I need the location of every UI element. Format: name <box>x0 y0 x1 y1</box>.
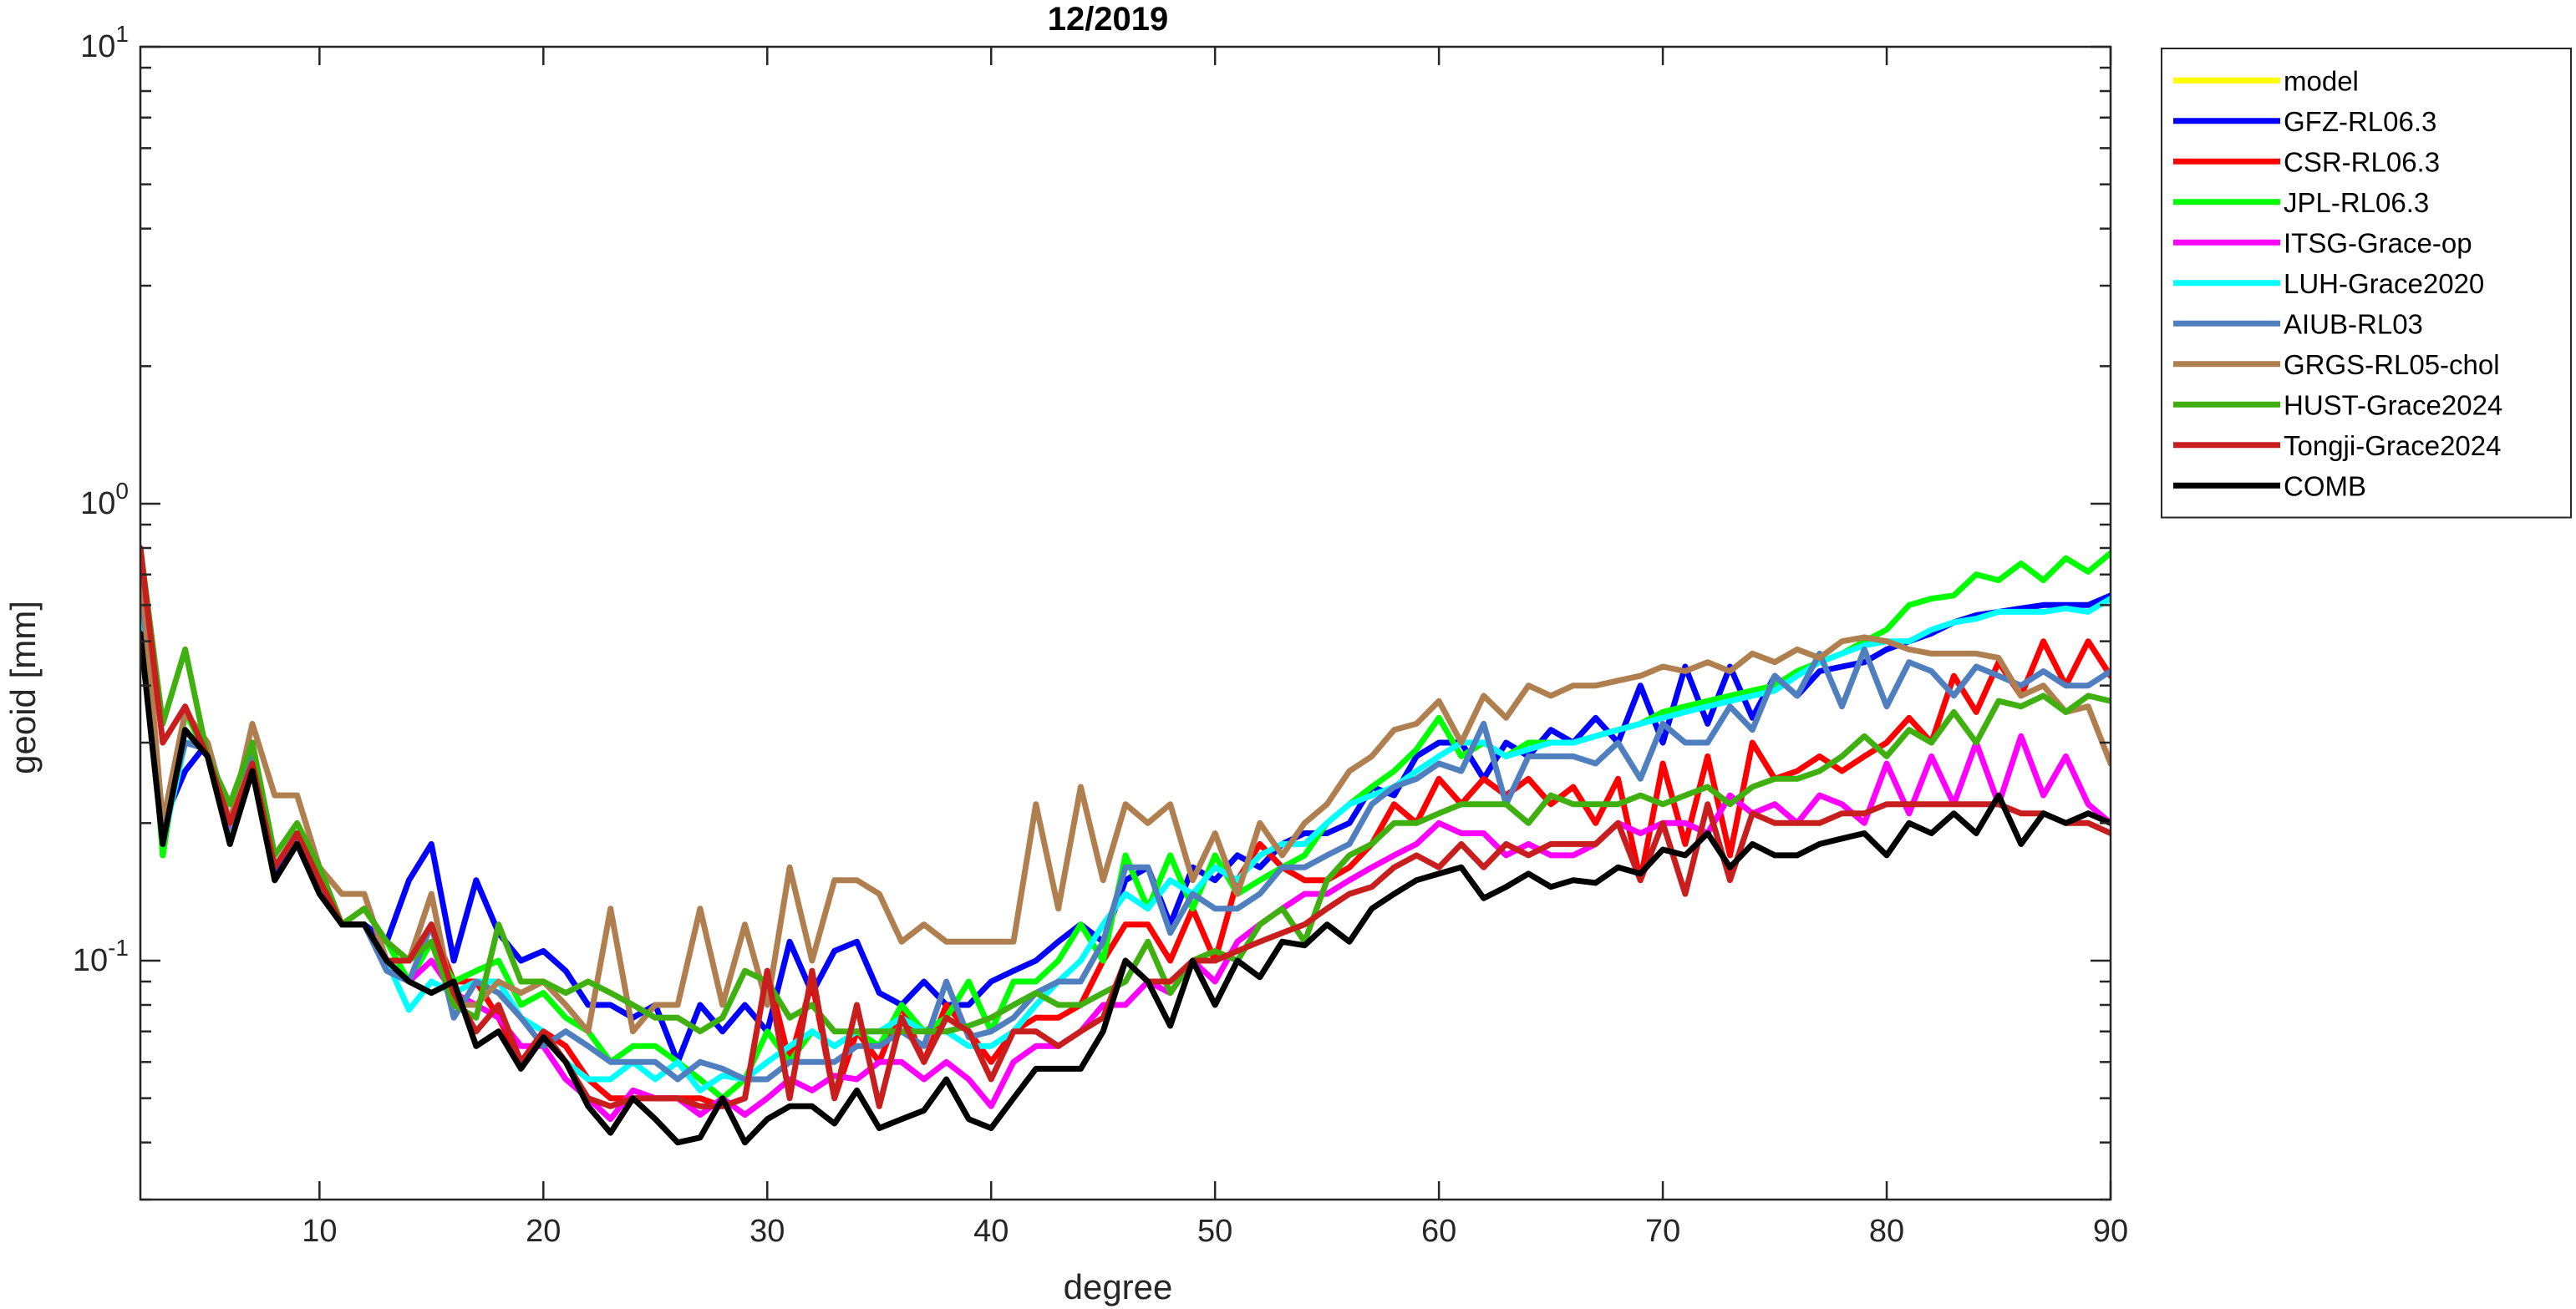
y-tick-label: 100 <box>80 478 129 521</box>
x-axis-label: degree <box>1064 1267 1173 1306</box>
legend-label: HUST-Grace2024 <box>2284 389 2502 420</box>
series-line-7 <box>140 557 2111 1035</box>
x-tick-label: 30 <box>749 1214 785 1249</box>
series-line-10 <box>140 630 2111 1146</box>
legend-label: CSR-RL06.3 <box>2284 146 2440 177</box>
y-axis-label: geoid [mm] <box>3 601 43 774</box>
x-tick-label: 40 <box>973 1214 1009 1249</box>
series-line-4 <box>140 571 2111 1123</box>
legend-label: LUH-Grace2020 <box>2284 268 2484 299</box>
legend-label: Tongji-Grace2024 <box>2284 430 2502 461</box>
series-line-6 <box>140 571 2111 1083</box>
legend-label: JPL-RL06.3 <box>2284 187 2429 218</box>
x-tick-label: 20 <box>526 1214 561 1249</box>
y-tick-label: 10-1 <box>73 935 129 978</box>
x-tick-label: 10 <box>302 1214 337 1249</box>
x-tick-label: 70 <box>1645 1214 1680 1249</box>
legend-label: model <box>2284 65 2359 96</box>
legend: model GFZ-RL06.3 CSR-RL06.3 JPL-RL06.3 ITSG-… <box>2161 48 2572 519</box>
plot-area <box>140 545 2111 1146</box>
axes-box <box>139 45 2112 1201</box>
x-tick-label: 60 <box>1421 1214 1456 1249</box>
axes: 10 20 30 40 50 60 70 80 90 10-1 100 101 <box>73 21 2128 1249</box>
legend-label: GRGS-RL05-chol <box>2284 349 2500 380</box>
x-tick-label: 90 <box>2093 1214 2128 1249</box>
x-tick-label: 50 <box>1197 1214 1232 1249</box>
chart-title: 12/2019 <box>1048 1 1169 38</box>
y-tick-label: 101 <box>80 21 129 64</box>
legend-label: AIUB-RL03 <box>2284 308 2423 339</box>
legend-label: ITSG-Grace-op <box>2284 227 2472 258</box>
legend-label: COMB <box>2284 470 2366 501</box>
legend-label: GFZ-RL06.3 <box>2284 106 2436 137</box>
series-lines <box>140 545 2111 1146</box>
x-tick-label: 80 <box>1869 1214 1904 1249</box>
